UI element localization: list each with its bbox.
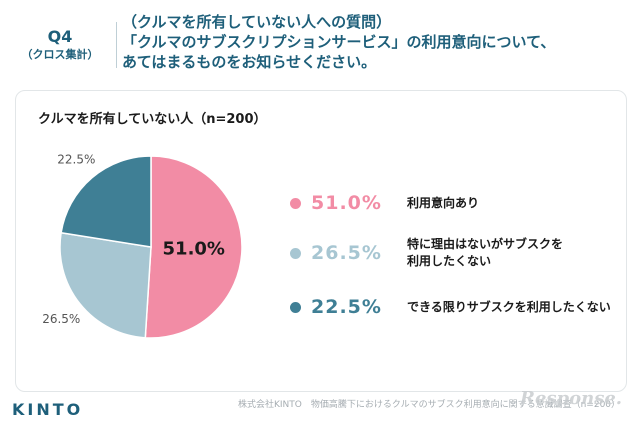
- source-note: 株式会社KINTO 物価高騰下におけるクルマのサブスク利用意向に関する意識調査（…: [238, 400, 621, 410]
- question-title: （クルマを所有していない人への質問） 「クルマのサブスクリプションサービス」の利…: [122, 12, 632, 72]
- title-line-1: （クルマを所有していない人への質問）: [122, 13, 392, 31]
- slice-label-2: 26.5%: [42, 312, 80, 326]
- legend-value-3: 22.5%: [311, 296, 382, 318]
- slice-avoid: [60, 155, 152, 248]
- title-line-2: 「クルマのサブスクリプションサービス」の利用意向について、: [122, 33, 556, 51]
- legend-dot-1: [290, 197, 301, 209]
- legend-label-2: 特に理由はないがサブスクを 利用したくない: [407, 237, 564, 268]
- legend-value-2: 26.5%: [311, 242, 382, 264]
- title-line-3: あてはまるものをお知らせください。: [122, 53, 377, 71]
- header-divider: [116, 22, 117, 68]
- legend-value-1: 51.0%: [311, 192, 382, 214]
- slice-yes: [144, 155, 243, 339]
- legend-label-1: 利用意向あり: [407, 195, 480, 210]
- question-number: Q4: [47, 27, 73, 46]
- slice-no-reason: [59, 231, 152, 339]
- legend-dot-2: [290, 247, 301, 259]
- chart-title: クルマを所有していない人（n=200）: [38, 112, 267, 127]
- header: Q4 （クロス集計） （クルマを所有していない人への質問） 「クルマのサブスクリ…: [0, 0, 640, 86]
- legend-label-3: できる限りサブスクを利用したくない: [407, 299, 611, 314]
- legend-item-3: 22.5% できる限りサブスクを利用したくない: [290, 296, 611, 318]
- legend-dot-3: [290, 301, 301, 313]
- slice-label-3: 22.5%: [57, 153, 95, 167]
- kinto-logo: KINTO: [12, 400, 84, 419]
- legend-item-1: 51.0% 利用意向あり: [290, 192, 479, 214]
- response-watermark: Response.: [520, 388, 623, 409]
- legend-item-2: 26.5% 特に理由はないがサブスクを 利用したくない: [290, 236, 563, 270]
- slice-label-1: 51.0%: [163, 238, 225, 259]
- question-subtitle: （クロス集計）: [21, 48, 99, 61]
